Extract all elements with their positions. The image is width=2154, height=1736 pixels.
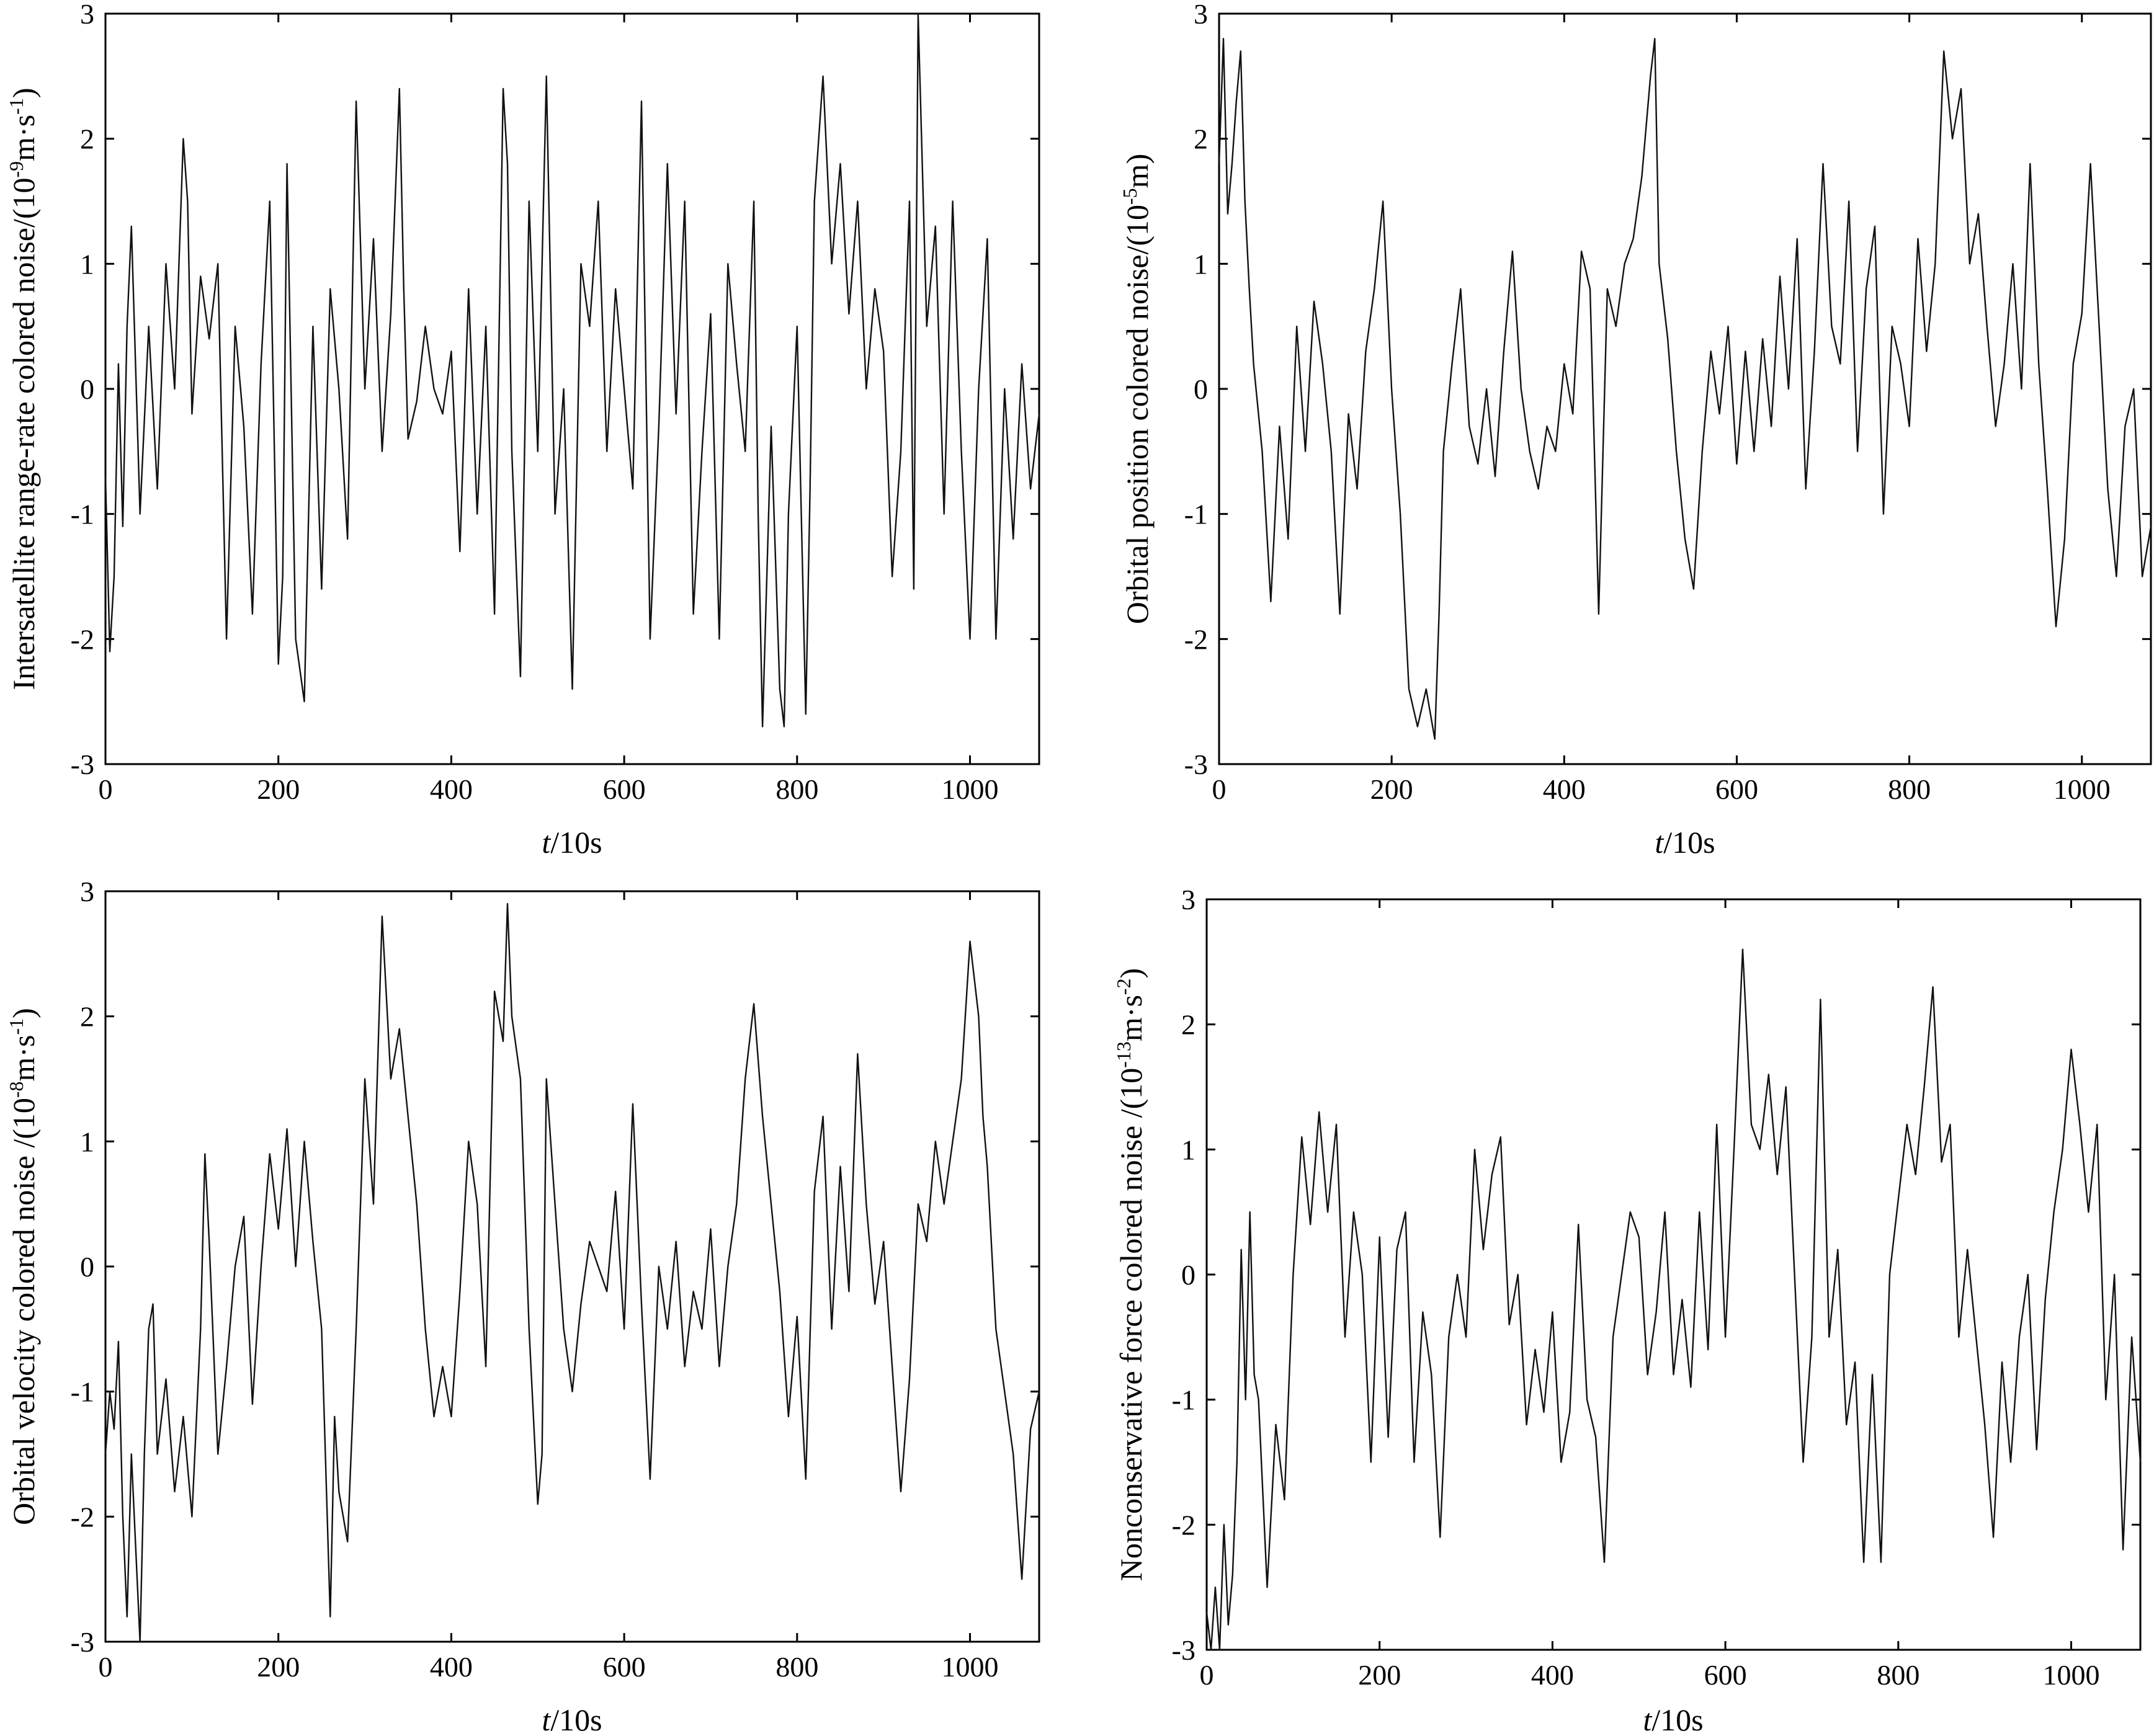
x-tick-label: 400 <box>430 773 473 805</box>
y-tick-label: -3 <box>71 749 94 780</box>
x-axis-label: t/10s <box>1655 825 1715 860</box>
panel-range-rate: 0 200 400 600 800 1000 -3 -2 -1 0 1 2 3 t/10s Inters… <box>5 0 1040 860</box>
panel-orbital-position: 0 200 400 600 800 1000 -3 -2 -1 0 1 2 3 t/10s Orbita… <box>1119 0 2152 860</box>
y-tick-label: -3 <box>1184 749 1208 780</box>
ticks: 0 200 400 600 800 1000 -3 -2 -1 0 1 2 3 <box>71 0 1039 805</box>
y-tick-label: -1 <box>71 1376 94 1408</box>
x-tick-label: 800 <box>1877 1659 1919 1691</box>
y-tick-label: -3 <box>71 1626 94 1658</box>
y-axis-label: Orbital position colored noise/(10-5m) <box>1119 154 1155 624</box>
y-tick-label: 1 <box>1194 248 1208 280</box>
panel-nonconservative-force: 0 200 400 600 800 1000 -3 -2 -1 0 1 2 3 t/10s Noncon… <box>1112 884 2142 1736</box>
y-tick-label: 2 <box>1181 1009 1195 1041</box>
y-tick-label: 3 <box>80 876 94 907</box>
y-tick-label: -2 <box>1172 1509 1195 1541</box>
y-tick-label: 3 <box>80 0 94 30</box>
x-tick-label: 800 <box>1888 773 1931 805</box>
x-axis-label: t/10s <box>542 1703 602 1736</box>
y-tick-label: -1 <box>1184 499 1208 530</box>
x-tick-label: 1000 <box>2053 773 2111 805</box>
x-tick-label: 400 <box>430 1651 473 1683</box>
x-tick-label: 800 <box>775 1651 818 1683</box>
y-axis-label: Intersatellite range-rate colored noise/… <box>5 88 41 690</box>
x-tick-label: 400 <box>1543 773 1586 805</box>
x-tick-label: 200 <box>1370 773 1413 805</box>
series-line <box>104 12 1040 728</box>
x-tick-label: 1000 <box>2043 1659 2100 1691</box>
y-tick-label: 3 <box>1181 884 1195 915</box>
ticks: 0 200 400 600 800 1000 -3 -2 -1 0 1 2 3 <box>1184 0 2151 805</box>
x-tick-label: 0 <box>99 773 113 805</box>
series-line <box>1205 948 2142 1651</box>
y-tick-label: 0 <box>1194 373 1208 405</box>
y-tick-label: 2 <box>80 123 94 155</box>
panel-orbital-velocity: 0 200 400 600 800 1000 -3 -2 -1 0 1 2 3 t/10s Orbita… <box>5 876 1040 1736</box>
series-line <box>104 903 1040 1643</box>
x-tick-label: 600 <box>1715 773 1758 805</box>
y-tick-label: 0 <box>80 373 94 405</box>
x-tick-label: 1000 <box>942 1651 999 1683</box>
x-tick-label: 0 <box>1200 1659 1214 1691</box>
y-tick-label: 3 <box>1194 0 1208 30</box>
x-tick-label: 200 <box>1358 1659 1401 1691</box>
x-tick-label: 0 <box>99 1651 113 1683</box>
y-tick-label: 1 <box>80 248 94 280</box>
y-axis-label: Nonconservative force colored noise /(10… <box>1112 968 1148 1581</box>
x-tick-label: 1000 <box>942 773 999 805</box>
y-tick-label: 2 <box>1194 123 1208 155</box>
y-tick-label: 0 <box>1181 1259 1195 1291</box>
x-tick-label: 200 <box>257 773 300 805</box>
y-tick-label: 0 <box>80 1251 94 1283</box>
x-axis-label: t/10s <box>542 825 602 860</box>
y-tick-label: 1 <box>80 1126 94 1157</box>
ticks: 0 200 400 600 800 1000 -3 -2 -1 0 1 2 3 <box>1172 884 2140 1691</box>
x-tick-label: 600 <box>603 1651 646 1683</box>
x-tick-label: 600 <box>603 773 646 805</box>
x-tick-label: 0 <box>1212 773 1227 805</box>
y-tick-label: -1 <box>1172 1384 1195 1416</box>
y-tick-label: -3 <box>1172 1634 1195 1666</box>
x-axis-label: t/10s <box>1643 1703 1703 1736</box>
y-tick-label: 2 <box>80 1001 94 1033</box>
y-tick-label: -2 <box>1184 623 1208 655</box>
series-line <box>1218 38 2152 740</box>
y-tick-label: -1 <box>71 499 94 530</box>
y-axis-label: Orbital velocity colored noise /(10-8m·s… <box>5 1008 41 1525</box>
x-tick-label: 800 <box>775 773 818 805</box>
x-tick-label: 200 <box>257 1651 300 1683</box>
x-tick-label: 400 <box>1531 1659 1574 1691</box>
y-tick-label: -2 <box>71 1501 94 1533</box>
x-tick-label: 600 <box>1704 1659 1747 1691</box>
ticks: 0 200 400 600 800 1000 -3 -2 -1 0 1 2 3 <box>71 876 1039 1683</box>
y-tick-label: -2 <box>71 623 94 655</box>
y-tick-label: 1 <box>1181 1134 1195 1165</box>
